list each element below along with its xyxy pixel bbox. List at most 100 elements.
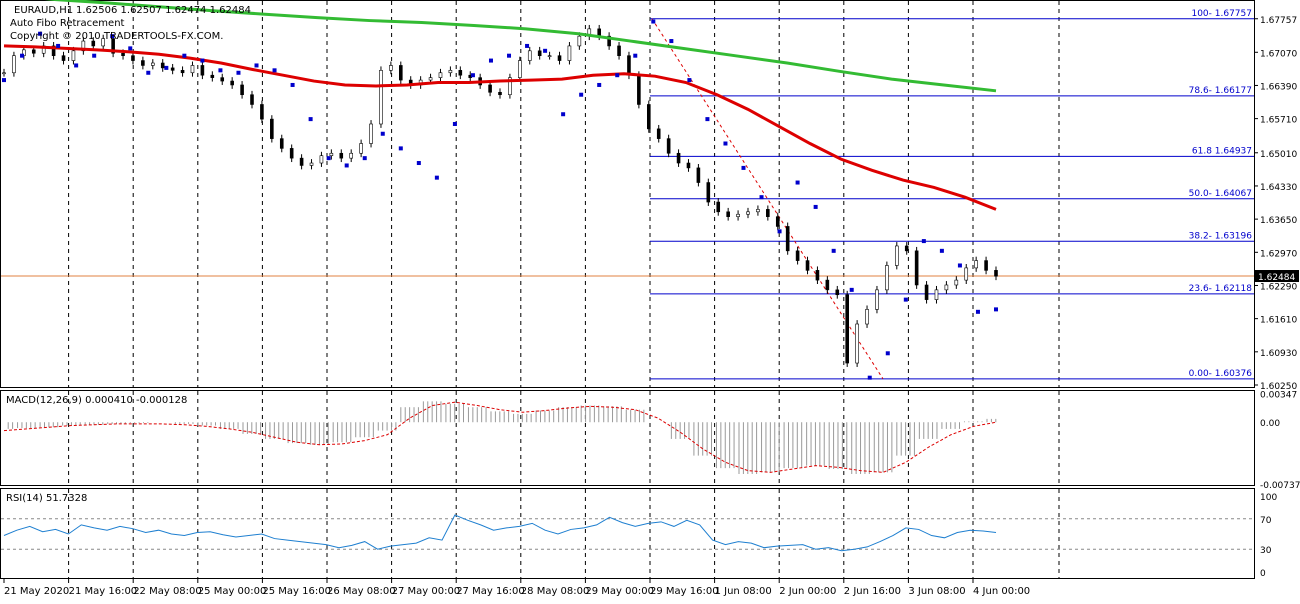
price-series xyxy=(2,0,998,380)
price-tick-label: 1.67757 xyxy=(1260,16,1297,26)
psar-dot xyxy=(759,195,764,200)
rsi-tick-label: 0 xyxy=(1260,569,1266,579)
fibo-diagonal xyxy=(651,18,884,380)
price-candle xyxy=(567,45,572,61)
price-candle xyxy=(686,162,691,169)
price-candle xyxy=(2,72,6,75)
psar-dot xyxy=(849,287,854,292)
price-candle xyxy=(508,77,512,96)
price-candle xyxy=(815,270,820,281)
psar-dot xyxy=(56,43,61,48)
price-candle xyxy=(607,35,611,47)
price-candle xyxy=(260,104,264,120)
psar-dot xyxy=(344,163,349,168)
current-price-box xyxy=(1255,270,1299,283)
psar-dot xyxy=(2,78,6,83)
price-candle xyxy=(170,67,175,71)
price-candle xyxy=(131,55,135,61)
price-candle xyxy=(537,50,542,56)
price-candle xyxy=(111,38,115,54)
price-candle xyxy=(706,182,711,203)
price-tick-label: 1.62290 xyxy=(1260,282,1297,292)
fibo-label: 50.0- 1.64067 xyxy=(1189,189,1252,199)
psar-dot xyxy=(164,65,169,70)
price-candle xyxy=(954,279,959,286)
price-candle xyxy=(547,55,552,57)
price-candle xyxy=(101,38,105,47)
price-candle xyxy=(91,40,96,47)
price-candle xyxy=(438,72,443,78)
psar-dot xyxy=(38,31,43,36)
psar-dot xyxy=(398,146,403,151)
psar-dot xyxy=(380,131,385,136)
fibo-label: 100- 1.67757 xyxy=(1191,9,1252,19)
price-candle xyxy=(716,201,721,213)
price-candle xyxy=(964,267,969,281)
psar-dot xyxy=(615,73,620,78)
price-candle xyxy=(121,52,125,56)
price-candle xyxy=(220,77,225,82)
macd-panel-frame xyxy=(0,390,1255,486)
x-tick-label: 3 Jun 08:00 xyxy=(908,586,965,597)
macd-signal-line xyxy=(3,401,997,473)
psar-dot xyxy=(452,121,457,126)
price-candle xyxy=(250,94,254,105)
price-tick-label: 1.60250 xyxy=(1260,382,1297,392)
psar-dot xyxy=(218,68,223,73)
price-candle xyxy=(349,152,354,159)
psar-dot xyxy=(597,82,602,87)
price-candle xyxy=(696,167,701,183)
psar-dot xyxy=(416,161,421,166)
price-tick-label: 1.62970 xyxy=(1260,249,1297,259)
macd-tick-label: 0.00347 xyxy=(1260,390,1297,400)
psar-dot xyxy=(200,58,205,63)
price-candle xyxy=(617,45,621,56)
psar-dot xyxy=(146,70,151,75)
x-tick-label: 25 May 16:00 xyxy=(262,586,331,597)
psar-dot xyxy=(488,58,493,63)
slow-ma-line xyxy=(44,0,997,93)
price-candle xyxy=(924,284,929,300)
price-candle xyxy=(379,70,383,125)
psar-dot xyxy=(290,82,295,87)
current-price-label: 1.62484 xyxy=(1258,273,1295,283)
x-tick-label: 27 May 00:00 xyxy=(392,586,461,597)
price-tick-label: 1.67070 xyxy=(1260,49,1297,59)
x-tick-label: 29 May 16:00 xyxy=(650,586,719,597)
price-candle xyxy=(359,143,363,154)
psar-dot xyxy=(705,117,710,122)
rsi-tick-label: 100 xyxy=(1260,493,1277,503)
price-tick-label: 1.61610 xyxy=(1260,316,1297,326)
fibo-label: 0.00- 1.60376 xyxy=(1189,369,1253,379)
price-candle xyxy=(894,245,899,266)
psar-dot xyxy=(507,53,512,58)
price-candle xyxy=(944,284,949,291)
indicator-name: Auto Fibo Retracement xyxy=(10,18,125,29)
psar-dot xyxy=(20,53,25,58)
psar-dot xyxy=(525,43,530,48)
psar-dot xyxy=(308,117,313,122)
x-tick-label: 2 Jun 00:00 xyxy=(779,586,836,597)
price-tick-label: 1.60930 xyxy=(1260,349,1297,359)
rsi-line xyxy=(3,514,997,552)
price-candle xyxy=(627,55,631,76)
price-candle xyxy=(498,91,502,96)
psar-dot xyxy=(867,375,872,380)
psar-dot xyxy=(543,48,548,53)
price-candle xyxy=(775,216,780,227)
psar-dot xyxy=(182,53,187,58)
x-tick-label: 25 May 00:00 xyxy=(198,586,267,597)
psar-dot xyxy=(92,53,97,58)
price-candle xyxy=(656,128,661,139)
ohlc-header: 1.62506 1.62507 1.62474 1.62484 xyxy=(76,5,251,16)
fast-ma-line xyxy=(3,44,997,211)
psar-dot xyxy=(74,63,79,68)
macd-tick-label: -0.007379 xyxy=(1260,481,1300,491)
price-candle xyxy=(309,162,314,166)
macd-tick-label: 0.00 xyxy=(1260,419,1280,429)
rsi-panel-frame xyxy=(0,488,1255,579)
price-candle xyxy=(319,155,324,164)
price-candle xyxy=(71,50,76,61)
